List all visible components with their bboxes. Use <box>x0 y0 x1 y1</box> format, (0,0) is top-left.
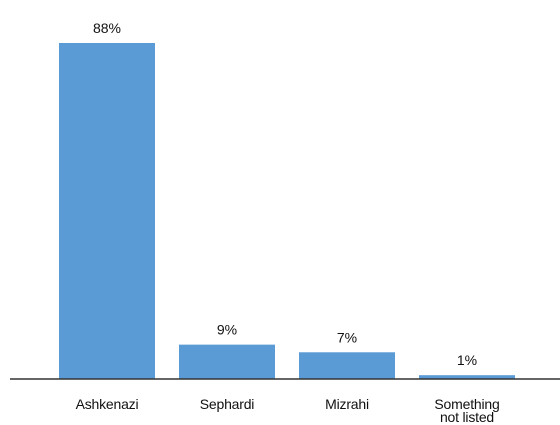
bar <box>419 375 515 379</box>
data-label: 7% <box>337 329 357 345</box>
x-label-box: Sephardi <box>199 398 255 412</box>
data-label: 9% <box>217 322 237 338</box>
x-tick-label: Something not listed <box>434 398 500 425</box>
bar <box>59 43 155 379</box>
x-tick-label: Ashkenazi <box>75 398 139 412</box>
data-label: 88% <box>93 20 121 36</box>
x-tick-label: Mizrahi <box>325 398 369 412</box>
x-label-box: Something not listed <box>434 398 500 425</box>
bar <box>299 352 395 379</box>
x-label-box: Mizrahi <box>325 398 369 412</box>
data-label: 1% <box>457 352 477 368</box>
x-label-box: Ashkenazi <box>75 398 139 412</box>
bar <box>179 344 275 379</box>
x-tick-label: Sephardi <box>199 398 255 412</box>
